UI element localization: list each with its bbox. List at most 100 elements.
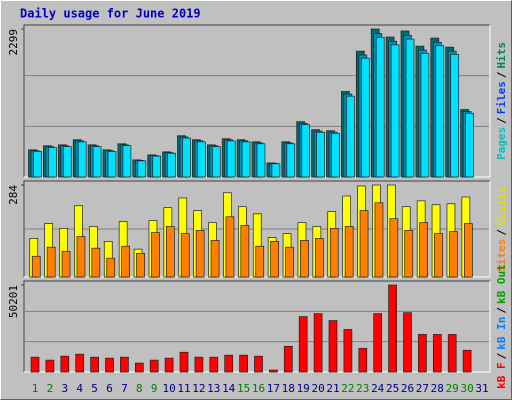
bar <box>77 141 87 178</box>
bar <box>434 233 443 278</box>
bar <box>390 44 400 178</box>
x-tick-label: 3 <box>61 382 68 395</box>
legend-entry: Sites <box>495 239 508 272</box>
legend-separator: / <box>495 229 508 236</box>
legend: Sites / Visits <box>495 186 508 272</box>
x-tick-label: 21 <box>326 382 339 395</box>
bar <box>375 36 385 178</box>
bar <box>149 359 159 373</box>
x-tick-label: 2 <box>47 382 54 395</box>
bar <box>405 38 415 178</box>
legend-entry: Files <box>495 81 508 114</box>
bar <box>166 226 175 278</box>
bar <box>329 228 339 278</box>
bar <box>60 355 70 373</box>
bar <box>91 247 101 278</box>
x-tick-label: 8 <box>136 382 143 395</box>
panel-border-dark <box>23 24 490 177</box>
bar <box>346 95 355 178</box>
bar <box>75 353 85 373</box>
y-tick-label: 50201 <box>7 285 20 318</box>
bar <box>271 163 281 178</box>
bar <box>62 146 72 178</box>
bar <box>298 316 308 373</box>
bar <box>105 357 114 373</box>
bar <box>344 226 354 278</box>
bar <box>106 257 116 278</box>
panel-border-dark <box>23 180 490 277</box>
bar <box>240 225 250 278</box>
bar <box>167 152 176 178</box>
x-tick-label: 5 <box>91 382 98 395</box>
y-tick-label: 2299 <box>7 29 20 56</box>
bar <box>46 246 56 278</box>
bar <box>462 349 472 373</box>
x-tick-label: 19 <box>297 382 310 395</box>
bar <box>269 369 278 373</box>
x-tick-label: 14 <box>222 382 236 395</box>
x-tick-label: 4 <box>76 382 83 395</box>
bar <box>152 155 162 178</box>
bar <box>313 313 323 373</box>
bar <box>136 253 145 278</box>
bar <box>374 202 384 278</box>
legend-entry: Pages <box>495 127 508 160</box>
bar <box>315 238 324 278</box>
bar <box>224 354 234 373</box>
x-tick-label: 12 <box>192 382 205 395</box>
bar <box>45 359 55 373</box>
bar <box>360 57 370 178</box>
bar <box>90 356 99 373</box>
bar <box>197 141 206 178</box>
bar <box>195 230 205 278</box>
x-tick-label: 16 <box>252 382 265 395</box>
bar <box>316 131 325 178</box>
bar <box>239 354 248 373</box>
bar <box>255 245 265 278</box>
bar <box>48 147 57 178</box>
legend-entry: kB In <box>495 317 508 350</box>
x-tick-label: 22 <box>341 382 354 395</box>
x-tick-label: 10 <box>162 382 175 395</box>
bar <box>301 124 311 178</box>
bar <box>359 210 369 278</box>
bar <box>137 160 147 178</box>
x-tick-label: 28 <box>431 382 444 395</box>
legend-entry: kB Out <box>495 264 508 304</box>
x-tick-label: 11 <box>177 382 190 395</box>
bar <box>343 329 353 373</box>
x-tick-label: 9 <box>151 382 158 395</box>
x-tick-label: 18 <box>282 382 295 395</box>
bar <box>92 146 102 178</box>
bar <box>419 222 428 278</box>
bar <box>209 356 219 373</box>
x-tick-label: 24 <box>371 382 385 395</box>
bar <box>107 151 117 178</box>
legend-separator: / <box>495 307 508 314</box>
legend: kB F / kB In / kB Out <box>495 264 508 389</box>
bar <box>435 45 445 178</box>
bar <box>211 146 221 178</box>
bar <box>164 357 174 373</box>
bar <box>254 355 263 373</box>
bar <box>256 143 266 178</box>
bar <box>120 356 129 373</box>
bar <box>447 334 457 373</box>
bar <box>122 145 132 178</box>
bar <box>33 151 42 178</box>
bar <box>389 218 399 278</box>
bar <box>388 284 397 373</box>
bar <box>450 54 460 178</box>
bar <box>432 334 442 373</box>
bar <box>464 223 473 278</box>
bar <box>300 240 309 278</box>
legend-separator: / <box>495 71 508 78</box>
x-tick-label: 30 <box>460 382 473 395</box>
x-tick-label: 7 <box>121 382 128 395</box>
x-tick-label: 15 <box>237 382 250 395</box>
bar <box>210 240 220 278</box>
bar <box>182 137 191 178</box>
bar <box>331 132 340 178</box>
y-tick-label: 284 <box>7 185 20 205</box>
